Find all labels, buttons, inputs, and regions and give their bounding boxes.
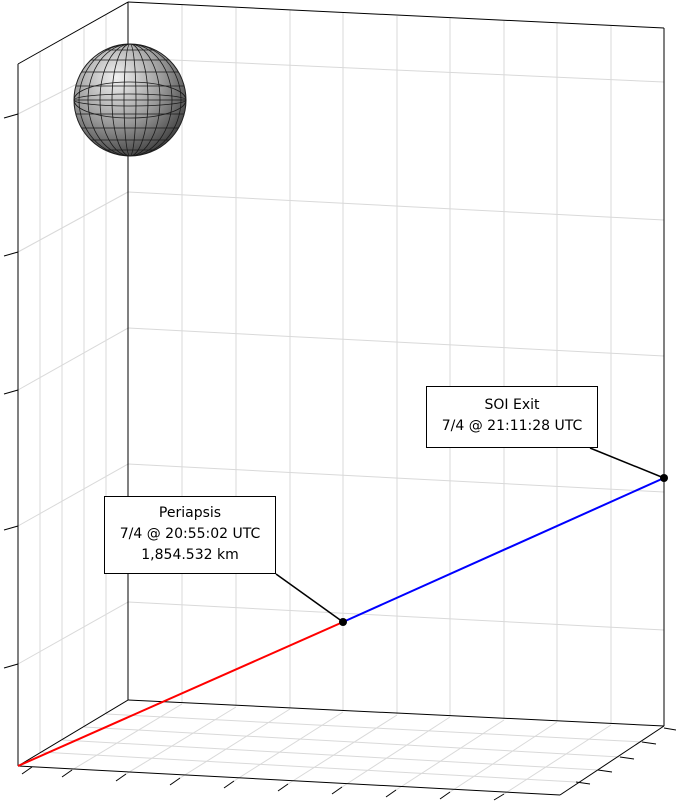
inbound-trajectory-leg bbox=[17, 621, 344, 767]
periapsis-title: Periapsis bbox=[158, 505, 222, 521]
soi-exit-title: SOI Exit bbox=[484, 397, 540, 413]
back-wall-right bbox=[128, 2, 664, 726]
periapsis-marker[interactable] bbox=[339, 618, 347, 626]
axes-box-edges bbox=[17, 1, 665, 796]
planet-sphere-icon bbox=[73, 43, 187, 157]
periapsis-leader-line bbox=[275, 573, 344, 623]
left-wall-gridlines bbox=[17, 15, 129, 752]
floor-gridlines bbox=[39, 703, 643, 795]
soi-exit-callout: SOI Exit 7/4 @ 21:11:28 UTC bbox=[426, 386, 598, 448]
y-axis-ticks bbox=[575, 727, 676, 785]
soi-exit-time: 7/4 @ 21:11:28 UTC bbox=[441, 418, 583, 434]
outbound-trajectory-leg bbox=[342, 477, 665, 623]
soi-exit-leader-line bbox=[589, 447, 665, 479]
z-axis-ticks bbox=[3, 113, 19, 669]
periapsis-callout: Periapsis 7/4 @ 20:55:02 UTC 1,854.532 k… bbox=[104, 496, 276, 574]
periapsis-time: 7/4 @ 20:55:02 UTC bbox=[119, 526, 261, 542]
periapsis-altitude: 1,854.532 km bbox=[141, 547, 239, 563]
soi-exit-marker[interactable] bbox=[660, 474, 668, 482]
x-axis-ticks bbox=[21, 766, 505, 801]
back-wall-left bbox=[18, 2, 128, 766]
